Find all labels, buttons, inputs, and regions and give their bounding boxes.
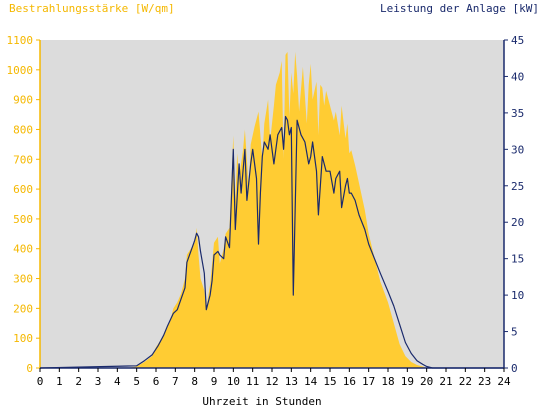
y-right-tick-label: 10	[511, 289, 524, 302]
x-tick-label: 15	[323, 375, 336, 388]
y-left-tick-label: 500	[13, 213, 33, 226]
y-left-tick-label: 400	[13, 243, 33, 256]
left-axis-title: Bestrahlungsstärke [W/qm]	[9, 2, 175, 15]
x-tick-label: 12	[265, 375, 278, 388]
x-tick-label: 21	[439, 375, 452, 388]
x-tick-label: 23	[478, 375, 491, 388]
x-tick-label: 11	[246, 375, 259, 388]
series-power-line	[39, 115, 504, 369]
x-tick-label: 14	[304, 375, 318, 388]
series-layer	[39, 51, 504, 369]
y-right-tick-label: 20	[511, 216, 524, 229]
series-irradiance-area	[40, 51, 504, 369]
y-right-tick-label: 40	[511, 70, 524, 83]
right-axis-title: Leistung der Anlage [kW]	[380, 2, 539, 15]
y-right-tick-label: 0	[511, 362, 518, 375]
y-left-tick-label: 900	[13, 94, 33, 107]
y-left-tick-label: 200	[13, 302, 33, 315]
x-tick-label: 19	[401, 375, 414, 388]
x-tick-label: 18	[381, 375, 394, 388]
x-tick-label: 6	[153, 375, 160, 388]
x-axis-label: Uhrzeit in Stunden	[202, 395, 321, 408]
y-left-tick-label: 100	[13, 332, 33, 345]
y-right-tick-label: 15	[511, 253, 524, 266]
x-tick-label: 5	[133, 375, 140, 388]
y-left-tick-label: 700	[13, 153, 33, 166]
x-tick-label: 20	[420, 375, 433, 388]
y-left-tick-label: 1100	[7, 34, 34, 47]
axes-layer: 0100200300400500600700800900100011000510…	[7, 34, 525, 388]
x-tick-label: 0	[37, 375, 44, 388]
x-tick-label: 2	[75, 375, 82, 388]
x-tick-label: 4	[114, 375, 121, 388]
x-tick-label: 3	[95, 375, 102, 388]
y-right-tick-label: 35	[511, 107, 524, 120]
x-tick-label: 17	[362, 375, 375, 388]
y-left-tick-label: 1000	[7, 64, 34, 77]
x-tick-label: 7	[172, 375, 179, 388]
x-tick-label: 10	[227, 375, 240, 388]
y-left-tick-label: 800	[13, 123, 33, 136]
x-tick-label: 9	[211, 375, 218, 388]
x-tick-label: 8	[191, 375, 198, 388]
x-tick-label: 22	[459, 375, 472, 388]
x-tick-label: 1	[56, 375, 63, 388]
x-tick-label: 16	[343, 375, 356, 388]
y-left-tick-label: 0	[26, 362, 33, 375]
y-right-tick-label: 25	[511, 180, 524, 193]
y-left-tick-label: 600	[13, 183, 33, 196]
y-right-tick-label: 30	[511, 143, 524, 156]
x-tick-label: 24	[497, 375, 511, 388]
y-right-tick-label: 5	[511, 326, 518, 339]
y-right-tick-label: 45	[511, 34, 524, 47]
x-tick-label: 13	[285, 375, 298, 388]
y-left-tick-label: 300	[13, 273, 33, 286]
